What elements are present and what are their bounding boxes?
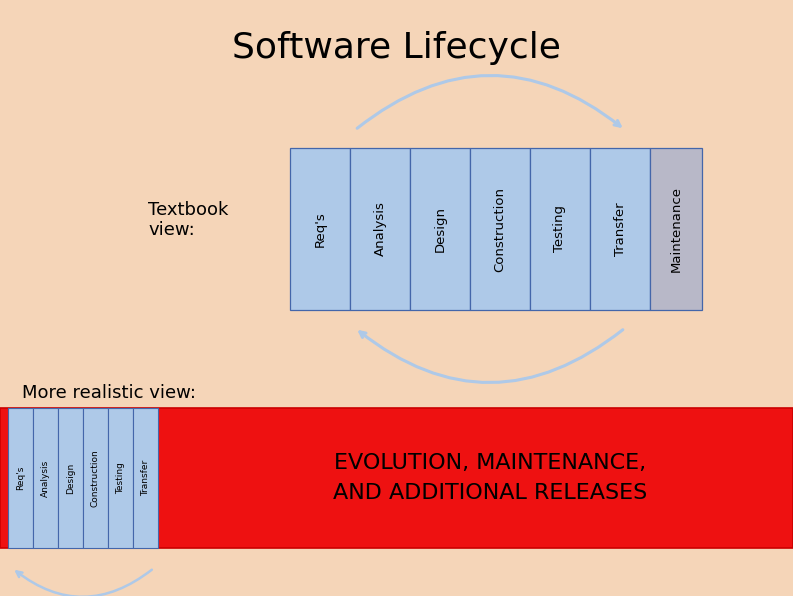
Text: Construction: Construction xyxy=(493,187,507,272)
Text: Software Lifecycle: Software Lifecycle xyxy=(232,31,561,65)
Bar xyxy=(590,148,650,310)
Text: Maintenance: Maintenance xyxy=(669,186,683,272)
Text: Testing: Testing xyxy=(116,462,125,494)
Text: Design: Design xyxy=(66,462,75,493)
Bar xyxy=(0,408,793,548)
Text: EVOLUTION, MAINTENANCE,
AND ADDITIONAL RELEASES: EVOLUTION, MAINTENANCE, AND ADDITIONAL R… xyxy=(333,453,647,503)
Bar xyxy=(350,148,410,310)
Text: Design: Design xyxy=(434,206,446,252)
Text: Analysis: Analysis xyxy=(41,460,50,496)
Bar xyxy=(530,148,590,310)
Text: Transfer: Transfer xyxy=(614,202,626,256)
Text: More realistic view:: More realistic view: xyxy=(22,384,196,402)
Bar xyxy=(470,148,530,310)
Bar xyxy=(8,408,33,548)
Text: Construction: Construction xyxy=(91,449,100,507)
Text: Req's: Req's xyxy=(313,211,327,247)
Text: Req's: Req's xyxy=(16,466,25,490)
Text: Analysis: Analysis xyxy=(374,201,386,256)
Bar xyxy=(33,408,58,548)
Text: Transfer: Transfer xyxy=(141,460,150,496)
Bar xyxy=(650,148,702,310)
Bar xyxy=(290,148,350,310)
Bar xyxy=(58,408,83,548)
Bar xyxy=(83,408,108,548)
Bar xyxy=(133,408,158,548)
Bar xyxy=(410,148,470,310)
Bar xyxy=(108,408,133,548)
Text: Textbook
view:: Textbook view: xyxy=(148,201,228,240)
Text: Testing: Testing xyxy=(554,206,566,253)
